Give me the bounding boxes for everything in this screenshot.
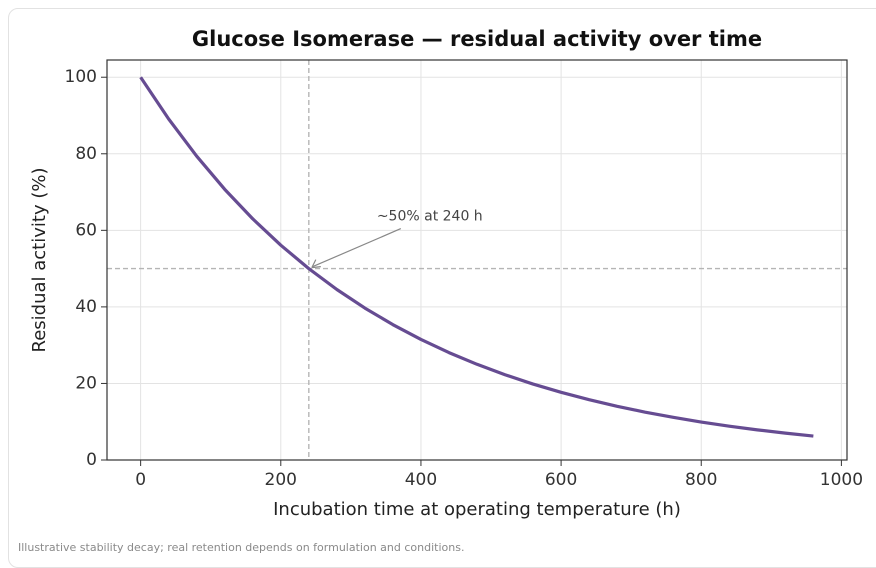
x-tick-label: 800: [685, 470, 717, 490]
y-tick-label: 40: [75, 297, 97, 317]
footnote: Illustrative stability decay; real reten…: [18, 541, 465, 554]
y-tick-label: 100: [65, 67, 97, 87]
chart-title: Glucose Isomerase — residual activity ov…: [192, 27, 762, 51]
annotation-arrow: [312, 228, 402, 268]
y-axis-label: Residual activity (%): [29, 168, 50, 353]
y-tick-label: 60: [75, 220, 97, 240]
data-line: [139, 76, 814, 438]
annotation: ~50% at 240 h: [377, 209, 483, 225]
chart: Glucose Isomerase — residual activity ov…: [29, 27, 863, 520]
x-tick-label: 1000: [820, 470, 863, 490]
plot-frame: [106, 59, 848, 461]
y-tick-label: 0: [86, 450, 97, 470]
y-tick-label: 20: [75, 373, 97, 393]
x-axis-label: Incubation time at operating temperature…: [273, 499, 681, 520]
page: Glucose Isomerase — residual activity ov…: [8, 8, 876, 568]
annotation-arrowhead: [311, 259, 321, 269]
x-tick-label: 0: [135, 470, 146, 490]
x-tick-label: 200: [265, 470, 297, 490]
y-tick-label: 80: [75, 144, 97, 164]
x-tick-label: 400: [405, 470, 437, 490]
x-tick-label: 600: [545, 470, 577, 490]
